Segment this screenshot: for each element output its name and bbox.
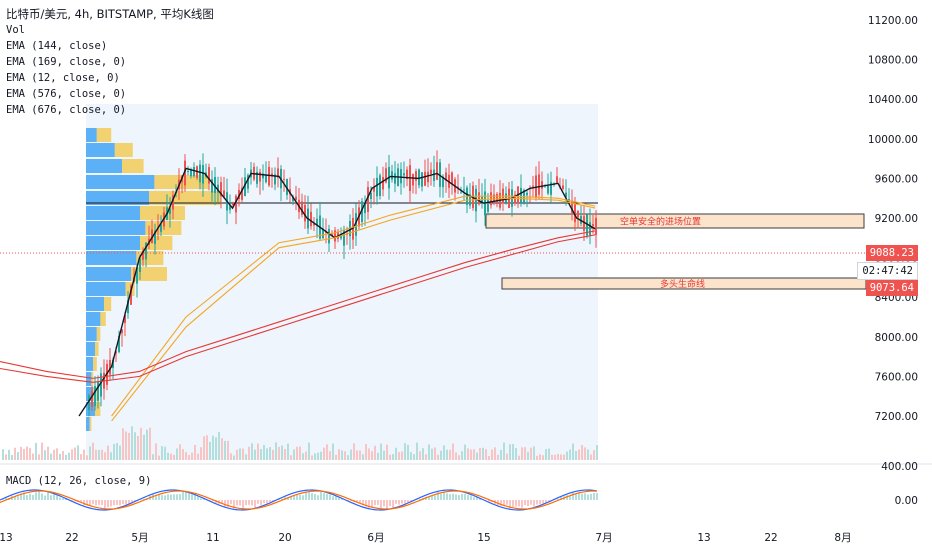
time-tick: 15 (477, 532, 490, 544)
time-axis[interactable]: 13 22 5月 11 20 6月 15 7月 13 22 8月 (0, 532, 852, 544)
macd-tick: 400.00 (881, 461, 918, 473)
time-tick: 8月 (834, 532, 851, 544)
ema-line (111, 197, 596, 422)
short-entry-zone-label: 空单安全的进场位置 (620, 216, 701, 228)
time-tick: 5月 (131, 532, 148, 544)
ema-line (78, 167, 596, 417)
indicator-ema-12[interactable]: EMA (12, close, 0) (6, 72, 120, 84)
price-tick: 10800.00 (868, 55, 918, 67)
indicator-ema-576[interactable]: EMA (576, close, 0) (6, 88, 127, 100)
ema-line (0, 234, 596, 383)
price-axis[interactable]: 11200.00 10800.00 10400.00 10000.00 9600.00 9… (868, 15, 918, 507)
symbol-title[interactable]: 比特币/美元, 4h, BITSTAMP, 平均K线图 (6, 7, 214, 21)
price-tick: 9200.00 (875, 213, 918, 225)
current-price-tag: 9088.23 (865, 245, 918, 261)
indicator-ema-144[interactable]: EMA (144, close) (6, 40, 108, 52)
volume-bars (2, 426, 598, 460)
price-tick: 8000.00 (875, 332, 918, 344)
level-price-tag: 9073.64 (865, 280, 918, 296)
macd-legend[interactable]: MACD (12, 26, close, 9) (6, 475, 152, 487)
ema-line (0, 230, 596, 379)
price-tick: 10400.00 (868, 94, 918, 106)
price-tick: 9600.00 (875, 173, 918, 185)
time-tick: 13 (0, 532, 13, 544)
bar-countdown-tag: 02:47:42 (857, 262, 918, 280)
price-tick: 11200.00 (868, 15, 918, 27)
time-tick: 11 (206, 532, 219, 544)
time-tick: 6月 (367, 532, 384, 544)
macd-tick: 0.00 (895, 495, 918, 507)
time-tick: 22 (65, 532, 78, 544)
indicator-ema-676[interactable]: EMA (676, close, 0) (6, 104, 127, 116)
indicator-vol[interactable]: Vol (6, 24, 25, 36)
time-tick: 22 (764, 532, 777, 544)
price-tick: 10000.00 (868, 134, 918, 146)
price-tick: 7200.00 (875, 411, 918, 423)
time-tick: 13 (697, 532, 710, 544)
ema-lines (0, 167, 596, 422)
chart-legend: 比特币/美元, 4h, BITSTAMP, 平均K线图 Vol EMA (144… (6, 6, 214, 118)
ema-line (111, 195, 596, 417)
macd-pane (0, 489, 598, 511)
long-lifeline-label: 多头生命线 (660, 278, 705, 290)
price-tick: 7600.00 (875, 371, 918, 383)
time-tick: 20 (278, 532, 291, 544)
indicator-ema-169[interactable]: EMA (169, close, 0) (6, 56, 127, 68)
time-tick: 7月 (595, 532, 612, 544)
